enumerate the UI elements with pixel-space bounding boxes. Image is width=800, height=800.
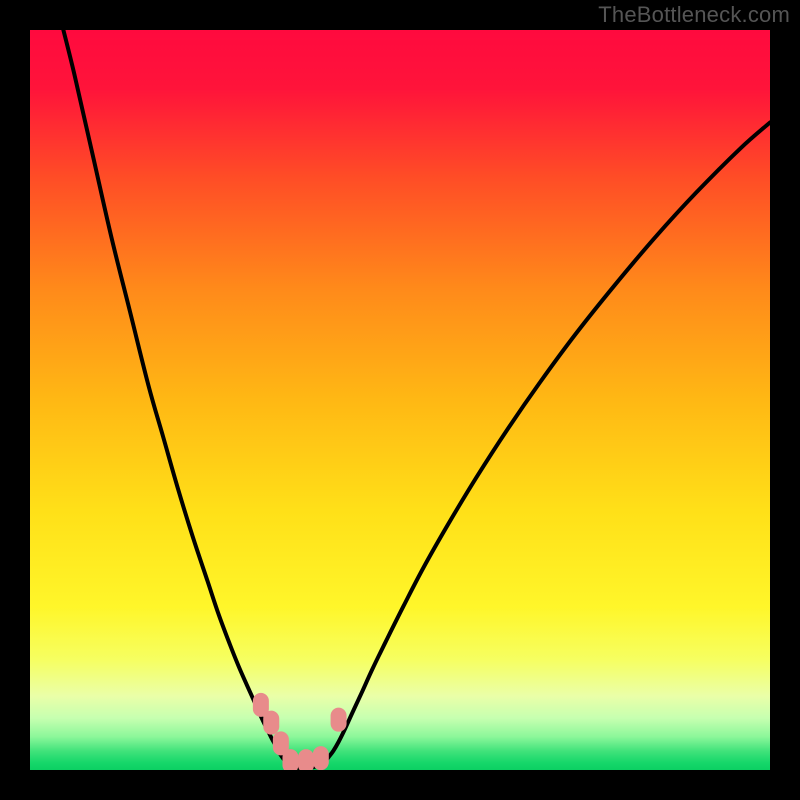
- bottleneck-curve: [60, 30, 770, 769]
- watermark-text: TheBottleneck.com: [598, 2, 790, 28]
- plot-area: [30, 30, 770, 770]
- curve-layer: [30, 30, 770, 770]
- curve-marker: [263, 711, 279, 735]
- curve-marker: [298, 749, 314, 770]
- curve-marker: [331, 708, 347, 732]
- marker-group: [253, 693, 347, 770]
- curve-marker: [313, 746, 329, 770]
- chart-root: TheBottleneck.com: [0, 0, 800, 800]
- curve-marker: [282, 749, 298, 770]
